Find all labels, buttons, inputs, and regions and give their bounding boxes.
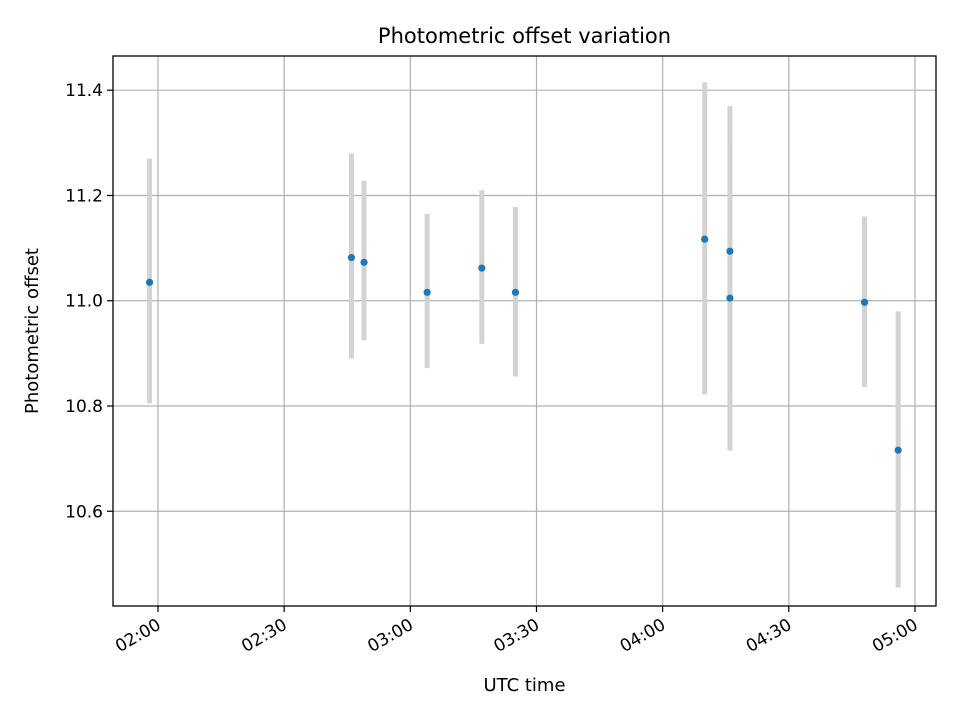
chart-title: Photometric offset variation [378, 24, 671, 48]
data-point [347, 253, 356, 262]
data-point [701, 235, 709, 243]
y-tick-label: 11.0 [65, 292, 103, 312]
data-point [894, 446, 902, 454]
data-point [726, 294, 734, 302]
plot-frame [112, 55, 937, 607]
data-point [511, 288, 520, 296]
y-tick-label: 11.2 [65, 186, 103, 206]
data-point [423, 288, 431, 296]
y-tick-label: 10.6 [65, 502, 103, 522]
grid [113, 56, 936, 606]
data-point [145, 278, 154, 286]
y-axis-title: Photometric offset [22, 248, 43, 414]
data-points [145, 235, 902, 454]
y-tick-label: 11.4 [65, 81, 103, 101]
y-tick-label: 10.8 [65, 397, 103, 417]
data-point [860, 298, 869, 306]
data-point [726, 247, 734, 255]
y-axis-ticks: 10.6 10.8 11.0 11.2 11.4 [65, 81, 113, 522]
data-point [360, 258, 368, 266]
data-point [478, 264, 486, 272]
x-axis-title: UTC time [483, 675, 565, 696]
